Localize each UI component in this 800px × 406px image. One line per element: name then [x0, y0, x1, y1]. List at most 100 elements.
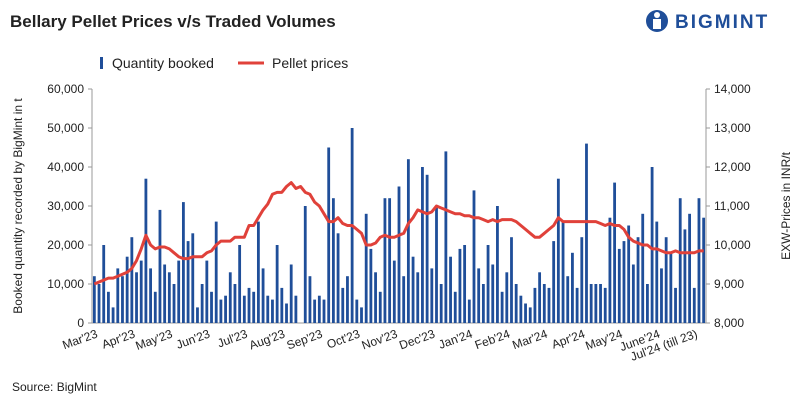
bar — [702, 217, 706, 323]
bar — [406, 159, 410, 323]
y-tick-label: 50,000 — [47, 121, 84, 135]
bar — [275, 245, 279, 323]
bar — [261, 268, 265, 323]
bar — [449, 256, 452, 323]
bar — [631, 264, 635, 323]
bar — [289, 264, 293, 323]
bar — [472, 190, 476, 323]
bar — [383, 198, 387, 323]
bar — [697, 198, 701, 323]
bar — [524, 303, 527, 323]
bar — [181, 202, 185, 323]
x-tick-label: Apr'24 — [550, 327, 587, 352]
bar — [186, 241, 190, 323]
bar — [664, 237, 668, 323]
y-tick-label: 0 — [77, 316, 84, 330]
bar — [467, 299, 471, 323]
bar — [392, 260, 396, 323]
bar — [346, 276, 349, 323]
bar — [242, 295, 246, 323]
bar — [158, 209, 162, 323]
y-tick-label: 20,000 — [47, 238, 84, 252]
y2-tick-label: 10,000 — [714, 238, 751, 252]
bar — [566, 276, 570, 323]
bar — [355, 299, 359, 323]
bar — [580, 237, 584, 323]
bar — [655, 221, 659, 323]
bar — [374, 272, 377, 323]
logo: BIGMINT — [646, 10, 767, 33]
bar — [327, 147, 331, 323]
x-tick-label: Mar'24 — [510, 327, 549, 353]
x-tick-label: May'23 — [134, 327, 175, 353]
x-tick-label: Jan'24 — [437, 327, 475, 352]
bar — [135, 272, 138, 323]
bar — [341, 287, 345, 323]
bar — [285, 303, 288, 323]
bar — [125, 256, 129, 323]
legend-swatch — [100, 57, 103, 69]
bar — [313, 299, 317, 323]
bar — [528, 307, 532, 323]
bar — [139, 260, 143, 323]
bar — [571, 252, 574, 323]
y-tick-label: 40,000 — [47, 160, 84, 174]
bar — [196, 307, 199, 323]
bar — [674, 287, 677, 323]
bar — [688, 213, 692, 323]
bar — [97, 284, 101, 323]
bar — [421, 167, 424, 323]
bar — [613, 182, 617, 323]
bar — [360, 307, 363, 323]
bar — [561, 221, 565, 323]
x-tick-label: Apr'23 — [100, 327, 137, 352]
bar — [411, 256, 415, 323]
bar — [224, 295, 227, 323]
bar — [646, 284, 649, 323]
bar — [453, 291, 457, 323]
bar — [556, 178, 560, 323]
y2-tick-label: 11,000 — [714, 199, 750, 213]
bar — [430, 268, 434, 323]
y2-axis-label: EXW-Prices in INR/t — [779, 151, 793, 259]
bar — [191, 233, 195, 323]
bar — [594, 284, 598, 323]
bar — [622, 241, 626, 323]
x-tick-label: Mar'23 — [60, 327, 99, 353]
bar — [111, 307, 115, 323]
bar — [121, 276, 124, 323]
bar — [336, 233, 340, 323]
bar — [177, 260, 181, 323]
y-axis-label: Booked quantity recorded by BigMint in t — [11, 98, 25, 314]
bar — [683, 229, 687, 323]
bar — [116, 268, 120, 323]
legend-label: Pellet prices — [272, 55, 348, 71]
x-tick-label: Jul'23 — [215, 327, 249, 351]
bar — [280, 287, 284, 323]
y2-tick-label: 12,000 — [714, 160, 751, 174]
bar — [608, 217, 612, 323]
bar — [149, 268, 152, 323]
y2-tick-label: 8,000 — [714, 316, 744, 330]
y-tick-label: 60,000 — [47, 82, 84, 96]
bar — [585, 143, 588, 323]
bar — [500, 291, 504, 323]
bar — [144, 178, 148, 323]
bar — [533, 287, 537, 323]
bar — [542, 284, 546, 323]
bar — [130, 237, 134, 323]
line — [93, 181, 704, 286]
bar — [641, 213, 645, 323]
bar — [477, 268, 481, 323]
bar — [247, 287, 251, 323]
bar — [106, 291, 110, 323]
bar — [294, 295, 298, 323]
bar — [163, 264, 167, 323]
x-tick-label: Oct'23 — [325, 327, 362, 352]
bar — [510, 237, 513, 323]
bar — [514, 284, 518, 323]
bar — [435, 206, 438, 323]
bar — [200, 284, 204, 323]
bar — [317, 295, 321, 323]
bar — [650, 167, 654, 323]
